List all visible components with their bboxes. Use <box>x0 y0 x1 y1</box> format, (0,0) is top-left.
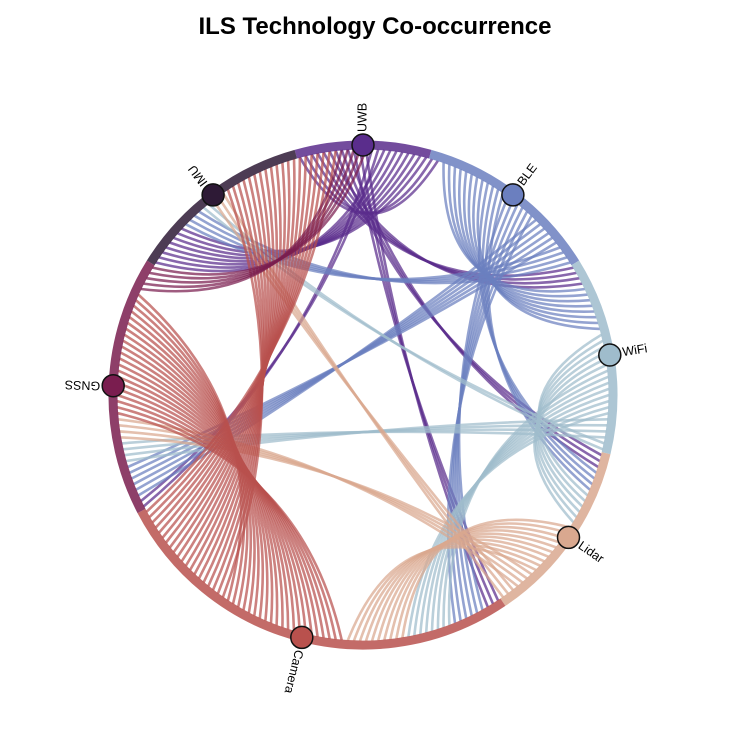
label-wifi: WiFi <box>621 341 648 359</box>
node-lidar <box>556 525 581 550</box>
ribbon-group <box>116 148 610 642</box>
label-imu: IMU <box>185 162 210 189</box>
node-camera <box>290 625 314 650</box>
node-marker-group <box>101 133 622 650</box>
node-wifi <box>598 343 622 367</box>
node-ble <box>501 183 525 207</box>
label-uwb: UWB <box>355 103 369 132</box>
chart-title: ILS Technology Co-occurrence <box>198 13 552 40</box>
node-imu <box>201 183 225 207</box>
label-lidar: Lidar <box>576 538 607 565</box>
ribbon-uwb-imu <box>181 156 428 253</box>
node-uwb <box>351 133 375 157</box>
label-ble: BLE <box>515 161 540 188</box>
ribbon-gnss-imu <box>152 148 368 276</box>
node-gnss <box>101 373 125 398</box>
ribbon-ble-wifi <box>476 179 600 331</box>
label-camera: Camera <box>282 648 306 695</box>
label-gnss: GNSS <box>65 378 101 393</box>
